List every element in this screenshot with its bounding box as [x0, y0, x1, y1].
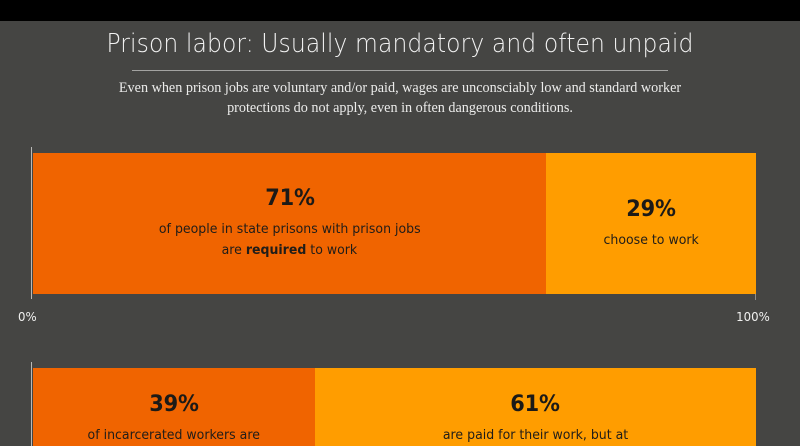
chart-prison-job-participation: 71% of people in state prisons with pris… [31, 147, 756, 309]
chart1-required-post: to work [306, 243, 358, 258]
chart1-required-bold: required [246, 243, 307, 258]
chart1-segment-choose-line1: choose to work [603, 232, 699, 248]
chart1-segment-required-line1: of people in state prisons with prison j… [158, 222, 421, 237]
chart1-required-pre: are [221, 243, 247, 258]
chart2-segment-unpaid-value: 39% [149, 392, 199, 417]
chart2-y-axis-line [31, 362, 32, 446]
top-letterbox-band [0, 0, 800, 21]
chart1-segment-choose-value: 29% [626, 196, 676, 222]
chart2-segment-paid-value: 61% [510, 392, 561, 417]
chart1-segment-choose[interactable]: 29% choose to work [546, 153, 756, 294]
axis-label-max: 100% [736, 309, 770, 324]
axis-label-min: 0% [18, 309, 37, 324]
header-block: Prison labor: Usually mandatory and ofte… [0, 21, 800, 67]
chart2-stacked-bar: 39% of incarcerated workers are 61% are … [33, 368, 756, 446]
chart1-segment-required-value: 71% [264, 186, 315, 211]
chart2-segment-unpaid-line1: of incarcerated workers are [87, 428, 261, 443]
page-subtitle: Even when prison jobs are voluntary and/… [118, 80, 682, 116]
chart1-y-axis-line [31, 147, 32, 299]
chart-incarcerated-worker-pay: 39% of incarcerated workers are 61% are … [31, 362, 756, 446]
chart1-tick-100 [755, 294, 756, 300]
chart1-segment-required[interactable]: 71% of people in state prisons with pris… [33, 153, 547, 294]
chart1-stacked-bar: 71% of people in state prisons with pris… [33, 153, 756, 294]
chart1-segment-required-line2: are required to work [222, 240, 358, 261]
chart2-segment-paid-line1: are paid for their work, but at [442, 428, 629, 443]
chart2-segment-unpaid[interactable]: 39% of incarcerated workers are [33, 368, 315, 446]
chart2-segment-paid[interactable]: 61% are paid for their work, but at [314, 368, 756, 446]
title-divider-rule [132, 70, 668, 71]
page-title: Prison labor: Usually mandatory and ofte… [106, 29, 694, 59]
